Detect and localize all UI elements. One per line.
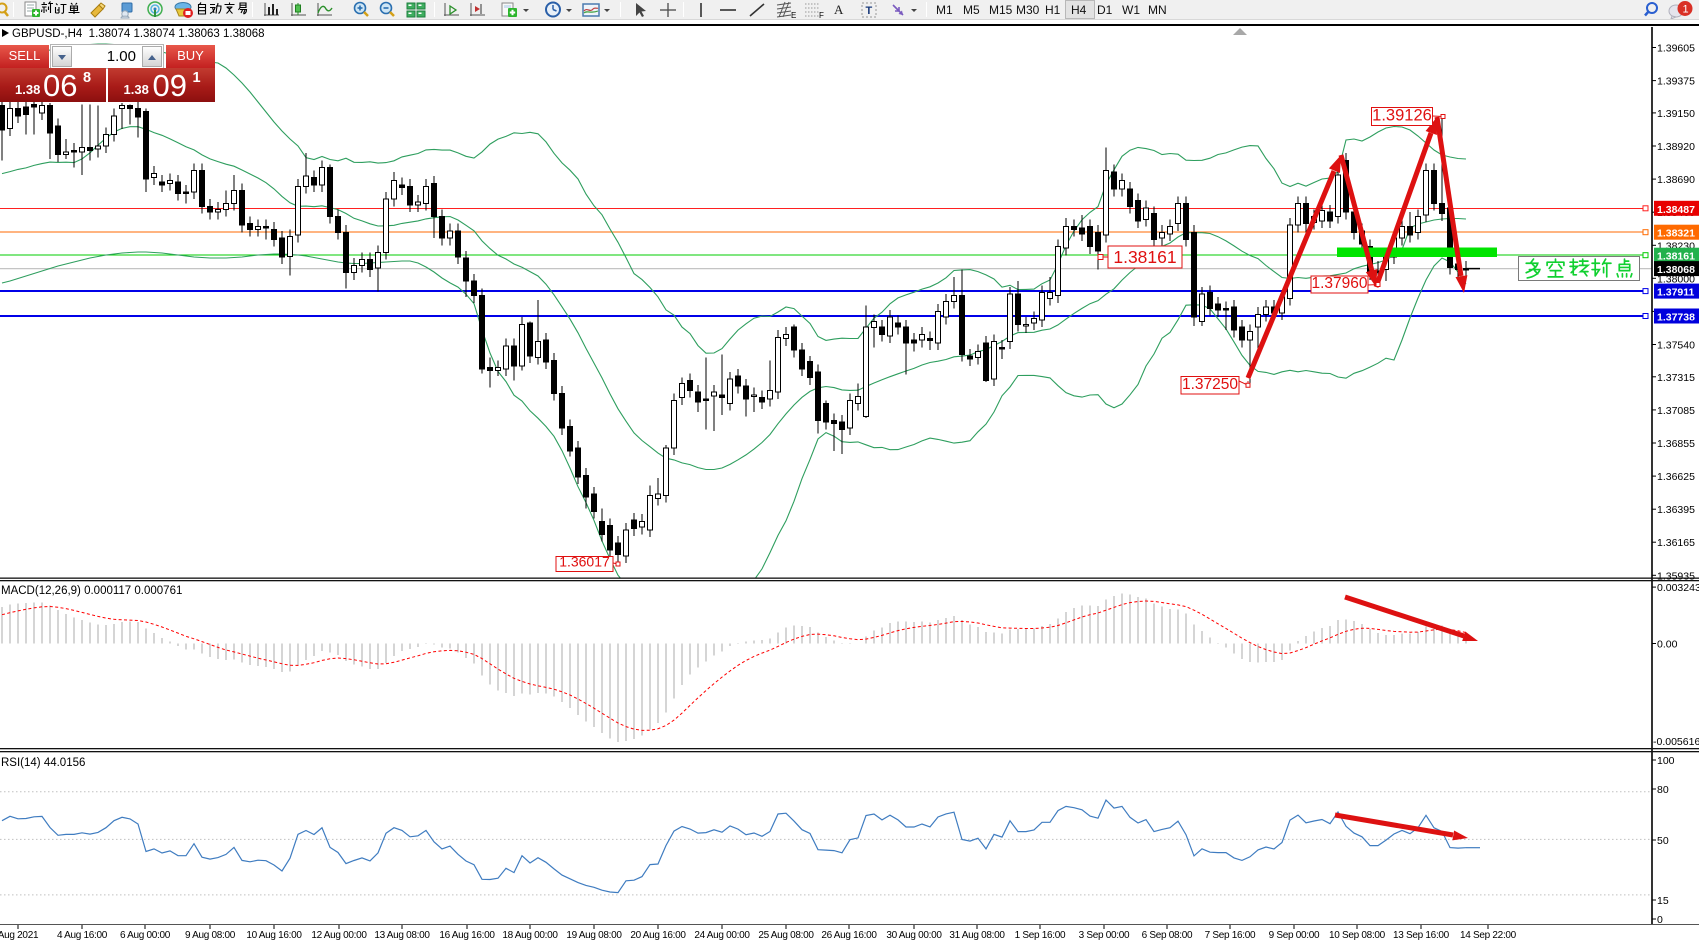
svg-text:10 Sep 08:00: 10 Sep 08:00 [1329, 930, 1386, 941]
svg-text:1.38161: 1.38161 [1657, 251, 1695, 263]
svg-text:F: F [819, 11, 824, 19]
svg-text:9 Aug 08:00: 9 Aug 08:00 [185, 930, 236, 941]
svg-text:3 Sep 00:00: 3 Sep 00:00 [1079, 930, 1130, 941]
svg-text:Aug 2021: Aug 2021 [0, 930, 39, 941]
svg-text:100: 100 [1657, 755, 1675, 767]
svg-text:1.37540: 1.37540 [1657, 340, 1695, 352]
svg-text:80: 80 [1657, 784, 1669, 796]
svg-text:MACD(12,26,9) 0.000117 0.00076: MACD(12,26,9) 0.000117 0.000761 [1, 585, 182, 597]
svg-text:1.38487: 1.38487 [1657, 204, 1695, 216]
svg-text:30 Aug 00:00: 30 Aug 00:00 [886, 930, 942, 941]
svg-text:7 Sep 16:00: 7 Sep 16:00 [1205, 930, 1256, 941]
svg-text:26 Aug 16:00: 26 Aug 16:00 [821, 930, 877, 941]
svg-text:1.39150: 1.39150 [1657, 108, 1695, 120]
svg-text:1.38000: 1.38000 [1657, 273, 1695, 285]
svg-text:1.37250: 1.37250 [1182, 376, 1238, 393]
svg-text:1.36395: 1.36395 [1657, 504, 1695, 516]
svg-text:T: T [866, 5, 873, 17]
svg-text:10 Aug 16:00: 10 Aug 16:00 [246, 930, 302, 941]
svg-text:31 Aug 08:00: 31 Aug 08:00 [949, 930, 1005, 941]
svg-text:E: E [791, 11, 796, 19]
svg-text:0.00: 0.00 [1657, 639, 1678, 651]
svg-text:13 Aug 08:00: 13 Aug 08:00 [374, 930, 430, 941]
svg-text:4 Aug 16:00: 4 Aug 16:00 [57, 930, 108, 941]
svg-text:6 Sep 08:00: 6 Sep 08:00 [1142, 930, 1193, 941]
svg-text:0.003243: 0.003243 [1657, 582, 1699, 594]
svg-text:1.36855: 1.36855 [1657, 438, 1695, 450]
svg-text:9 Sep 00:00: 9 Sep 00:00 [1269, 930, 1320, 941]
svg-text:1.37960: 1.37960 [1311, 275, 1367, 292]
svg-text:1.35935: 1.35935 [1657, 570, 1695, 582]
svg-text:1.37085: 1.37085 [1657, 405, 1695, 417]
svg-text:15: 15 [1657, 895, 1669, 907]
svg-text:16 Aug 16:00: 16 Aug 16:00 [439, 930, 495, 941]
svg-text:50: 50 [1657, 835, 1669, 847]
svg-text:1.38321: 1.38321 [1657, 228, 1695, 240]
svg-text:1.39605: 1.39605 [1657, 43, 1695, 55]
svg-text:1.36017: 1.36017 [559, 554, 610, 570]
svg-text:1: 1 [1683, 4, 1689, 16]
svg-text:1.38161: 1.38161 [1113, 247, 1176, 267]
svg-text:18 Aug 00:00: 18 Aug 00:00 [502, 930, 558, 941]
svg-text:-0.005616: -0.005616 [1653, 736, 1699, 748]
svg-text:0: 0 [1657, 914, 1663, 926]
svg-text:1.36625: 1.36625 [1657, 471, 1695, 483]
svg-text:1.37911: 1.37911 [1657, 287, 1695, 299]
svg-text:14 Sep 22:00: 14 Sep 22:00 [1460, 930, 1517, 941]
svg-text:RSI(14) 44.0156: RSI(14) 44.0156 [1, 757, 85, 769]
svg-text:1.38690: 1.38690 [1657, 174, 1695, 186]
svg-text:6 Aug 00:00: 6 Aug 00:00 [120, 930, 171, 941]
svg-text:1.37315: 1.37315 [1657, 372, 1695, 384]
svg-text:1.36165: 1.36165 [1657, 537, 1695, 549]
svg-text:19 Aug 08:00: 19 Aug 08:00 [566, 930, 622, 941]
svg-text:25 Aug 08:00: 25 Aug 08:00 [758, 930, 814, 941]
svg-text:12 Aug 00:00: 12 Aug 00:00 [311, 930, 367, 941]
svg-text:1.39126: 1.39126 [1372, 107, 1432, 125]
svg-text:1.39375: 1.39375 [1657, 76, 1695, 88]
svg-text:1.38068: 1.38068 [1657, 264, 1695, 276]
svg-text:1.37738: 1.37738 [1657, 312, 1695, 324]
svg-text:1.38920: 1.38920 [1657, 141, 1695, 153]
svg-text:1 Sep 16:00: 1 Sep 16:00 [1015, 930, 1066, 941]
svg-text:24 Aug 00:00: 24 Aug 00:00 [694, 930, 750, 941]
svg-text:13 Sep 16:00: 13 Sep 16:00 [1393, 930, 1450, 941]
svg-text:20 Aug 16:00: 20 Aug 16:00 [630, 930, 686, 941]
